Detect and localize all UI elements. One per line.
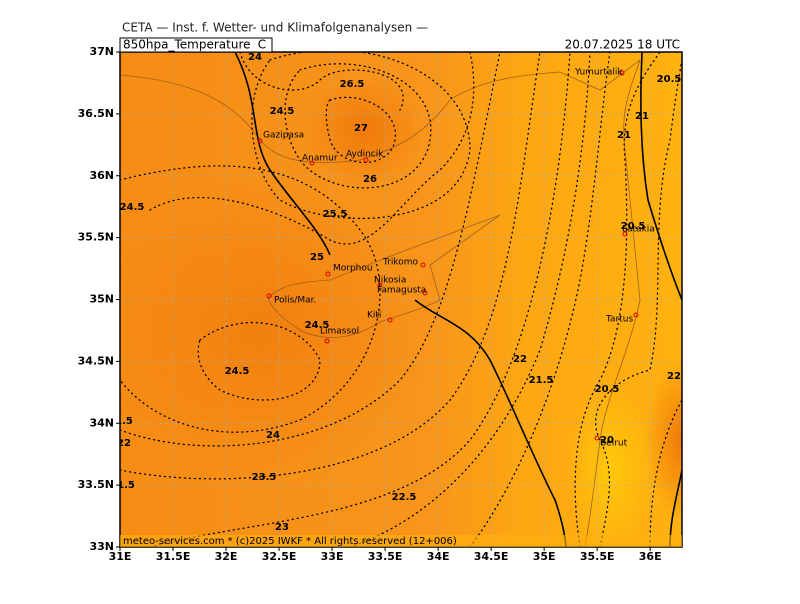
city-marker (377, 282, 383, 288)
contour-label: 22.5 (392, 492, 417, 503)
contour-label: 24.5 (225, 366, 250, 377)
x-tick-label: 33E (321, 550, 344, 563)
contour-label: 20.5 (595, 384, 620, 395)
contour-label: 24.5 (305, 320, 330, 331)
city-label: Tartus (605, 315, 633, 325)
city-marker (422, 290, 428, 296)
y-tick-label: 33N (89, 540, 114, 553)
city-label: Polis/Mar. (274, 296, 316, 306)
contour-label: 26 (363, 174, 377, 185)
city-label: Yumurtalik (574, 68, 623, 78)
parameter: 850hpa_Temperature (123, 38, 251, 52)
city-label: Limassol (320, 327, 359, 337)
city-marker (420, 262, 426, 268)
city-label: Kiti (367, 311, 381, 321)
city-label: Beirut (600, 439, 628, 449)
city-label: Aydincik (346, 150, 384, 160)
contour-label: 24 (248, 52, 262, 63)
valid-time: 20.07.2025 18 UTC (565, 38, 680, 52)
x-tick-label: 34.5E (474, 550, 509, 563)
contour-label: 24 (266, 430, 280, 441)
city-marker (622, 231, 628, 237)
x-tick-label: 35E (533, 550, 556, 563)
y-tick-label: 36.5N (78, 107, 114, 120)
unit: C (258, 38, 266, 52)
contour-label: 25.5 (323, 209, 348, 220)
city-marker (619, 70, 625, 76)
contour-label: 23 (275, 522, 289, 533)
x-tick-label: 32E (215, 550, 238, 563)
contour-label: 1.5 (117, 480, 135, 491)
map-area: 24 26.5 24.5 27 26 25.5 24.5 25 24.5 24.5 24 23.5 23… (115, 52, 682, 547)
city-marker (363, 157, 369, 163)
city-marker (309, 160, 315, 166)
contour-label: 24.5 (270, 106, 295, 117)
contour-label: 20.5 (621, 221, 646, 232)
city-marker (633, 312, 639, 318)
footer: meteo-services.com * (c)2025 IWKF * All … (123, 536, 457, 547)
city-marker (325, 271, 331, 277)
contour-label: 21 (617, 130, 631, 141)
contour-label: 25 (310, 252, 324, 263)
contour-label: 23.5 (252, 472, 277, 483)
city-label: Famagusta (377, 286, 426, 296)
contour-label: 21 (635, 111, 649, 122)
city-label: Nikosia (374, 276, 406, 286)
city-label: Anamur (302, 154, 338, 164)
city-marker (257, 138, 263, 144)
y-tick-label: 33.5N (78, 478, 114, 491)
coastlines (120, 59, 641, 547)
city-label: Latakia (622, 225, 655, 235)
contour-label: 27 (354, 123, 368, 134)
y-tick-label: 34.5N (78, 354, 114, 367)
contour-label: 20.5 (657, 74, 682, 85)
warm-core (305, 75, 425, 185)
header-title: CETA — Inst. f. Wetter- und Klimafolgena… (122, 21, 428, 35)
axes: 31E 31.5E 32E 32.5E 33E 33.5E 34E 34.5E 35E 35.5E… (78, 45, 662, 563)
city-marker (266, 293, 272, 299)
contour-label: 1.5 (115, 416, 133, 427)
contour-label: 26.5 (340, 79, 365, 90)
contour-label: 22 (667, 371, 681, 382)
y-tick-label: 34N (89, 416, 114, 429)
map-labels: 24 26.5 24.5 27 26 25.5 24.5 25 24.5 24.5 24 23.5 23… (115, 52, 682, 533)
footer-band (120, 535, 682, 547)
parameter-box (119, 37, 273, 53)
y-tick-label: 35N (89, 293, 114, 306)
x-tick-label: 31.5E (156, 550, 191, 563)
y-tick-label: 36N (89, 169, 114, 182)
city-label: Gazipasa (263, 131, 304, 141)
contour-label: 22 (117, 438, 131, 449)
y-tick-label: 37N (89, 45, 114, 58)
contour-label: 22 (513, 354, 527, 365)
city-label: Morphou (333, 264, 373, 274)
city-marker (324, 338, 330, 344)
contour-label: 21.5 (529, 375, 554, 386)
city-marker (387, 317, 393, 323)
x-tick-label: 34E (427, 550, 450, 563)
x-tick-label: 35.5E (580, 550, 615, 563)
x-tick-label: 31E (109, 550, 132, 563)
contours (120, 52, 682, 547)
x-tick-label: 32.5E (262, 550, 297, 563)
grid (120, 52, 682, 547)
y-tick-label: 35.5N (78, 231, 114, 244)
city-label: Trikomo (382, 258, 419, 268)
warm-edge (645, 360, 682, 520)
contour-label: 24.5 (120, 202, 145, 213)
contour-label: 20 (600, 435, 614, 446)
city-marker (594, 435, 600, 441)
cool-area (565, 380, 655, 547)
x-tick-label: 33.5E (368, 550, 403, 563)
x-tick-label: 36E (639, 550, 662, 563)
warm-area (120, 180, 430, 480)
